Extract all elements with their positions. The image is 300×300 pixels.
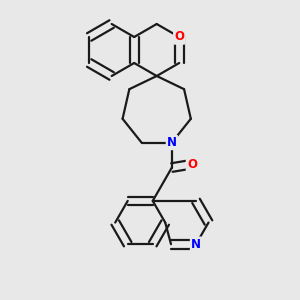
Text: O: O	[187, 158, 197, 171]
Text: N: N	[167, 136, 177, 149]
Text: O: O	[174, 31, 184, 44]
Text: N: N	[191, 238, 201, 251]
